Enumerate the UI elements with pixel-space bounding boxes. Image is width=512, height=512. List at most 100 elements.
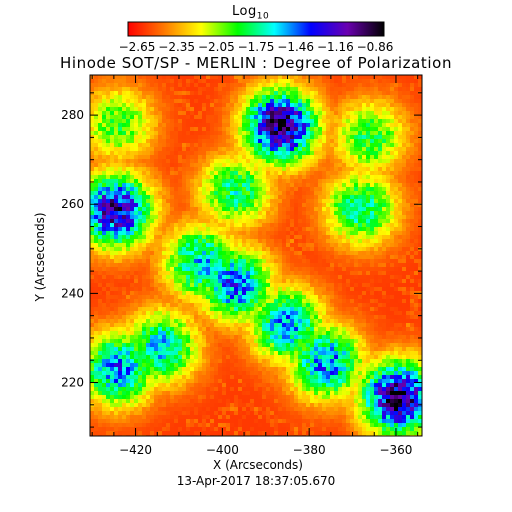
heatmap-cell [410,199,415,204]
heatmap-cell [390,179,395,184]
heatmap-cell [98,199,103,204]
heatmap-cell [238,115,243,120]
heatmap-cell [146,267,151,272]
heatmap-cell [114,235,119,240]
heatmap-cell [354,87,359,92]
heatmap-cell [402,135,407,140]
heatmap-cell [358,155,363,160]
heatmap-cell [302,179,307,184]
heatmap-cell [302,79,307,84]
heatmap-cell [278,111,283,116]
heatmap-cell [246,259,251,264]
heatmap-cell [194,239,199,244]
heatmap-cell [398,291,403,296]
heatmap-cell [306,159,311,164]
heatmap-cell [378,115,383,120]
heatmap-cell [258,303,263,308]
heatmap-cell [234,295,239,300]
heatmap-cell [306,167,311,172]
heatmap-cell [398,103,403,108]
heatmap-cell [202,79,207,84]
heatmap-cell [122,279,127,284]
heatmap-cell [154,163,159,168]
heatmap-cell [222,303,227,308]
heatmap-cell [218,263,223,268]
heatmap-cell [158,79,163,84]
heatmap-cell [258,299,263,304]
heatmap-cell [350,183,355,188]
heatmap-cell [406,247,411,252]
heatmap-cell [166,155,171,160]
heatmap-cell [234,287,239,292]
heatmap-cell [170,139,175,144]
heatmap-cell [186,143,191,148]
heatmap-cell [202,167,207,172]
heatmap-cell [210,147,215,152]
heatmap-cell [114,163,119,168]
heatmap-cell [314,195,319,200]
heatmap-cell [154,95,159,100]
heatmap-cell [310,251,315,256]
heatmap-cell [418,187,422,192]
heatmap-cell [418,267,422,272]
heatmap-cell [226,219,231,224]
heatmap-cell [294,211,299,216]
heatmap-cell [370,275,375,280]
heatmap-cell [178,127,183,132]
heatmap-cell [406,267,411,272]
heatmap-cell [314,143,319,148]
heatmap-cell [342,199,347,204]
heatmap-cell [90,223,95,228]
heatmap-cell [162,171,167,176]
heatmap-cell [98,159,103,164]
heatmap-cell [402,115,407,120]
heatmap-cell [278,287,283,292]
heatmap-cell [374,207,379,212]
heatmap-cell [142,271,147,276]
heatmap-cell [242,175,247,180]
heatmap-cell [198,115,203,120]
heatmap-cell [406,263,411,268]
heatmap-cell [402,175,407,180]
heatmap-cell [346,255,351,260]
heatmap-cell [378,311,383,316]
heatmap-cell [406,139,411,144]
heatmap-cell [342,295,347,300]
heatmap-cell [370,139,375,144]
heatmap-cell [246,299,251,304]
heatmap-cell [374,195,379,200]
heatmap-cell [338,203,343,208]
heatmap-cell [110,111,115,116]
heatmap-cell [190,131,195,136]
heatmap-cell [350,115,355,120]
heatmap-cell [158,275,163,280]
heatmap-cell [294,263,299,268]
heatmap-cell [234,299,239,304]
heatmap-cell [302,239,307,244]
heatmap-cell [230,259,235,264]
heatmap-cell [94,123,99,128]
heatmap-cell [294,147,299,152]
heatmap-cell [142,131,147,136]
heatmap-cell [306,211,311,216]
heatmap-cell [278,195,283,200]
heatmap-cell [142,135,147,140]
heatmap-cell [350,91,355,96]
heatmap-cell [190,83,195,88]
heatmap-cell [198,171,203,176]
heatmap-cell [342,179,347,184]
heatmap-cell [234,251,239,256]
heatmap-cell [94,287,99,292]
heatmap-cell [414,211,419,216]
heatmap-cell [310,83,315,88]
heatmap-cell [258,135,263,140]
heatmap-cell [118,215,123,220]
heatmap-cell [290,251,295,256]
heatmap-cell [162,259,167,264]
heatmap-cell [262,95,267,100]
heatmap-cell [246,119,251,124]
heatmap-cell [150,147,155,152]
heatmap-cell [406,223,411,228]
heatmap-cell [130,171,135,176]
heatmap-cell [130,139,135,144]
